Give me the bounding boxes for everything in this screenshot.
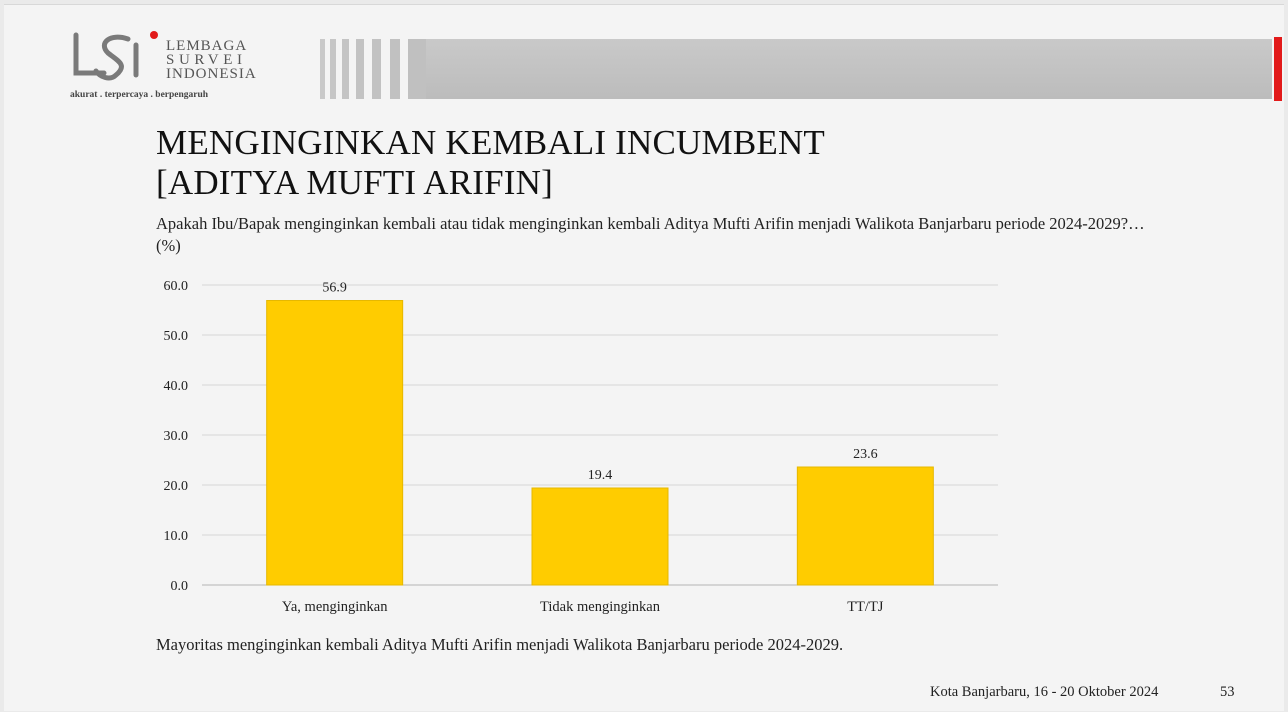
y-tick-label: 60.0 — [164, 279, 189, 294]
survey-question: Apakah Ibu/Bapak menginginkan kembali at… — [156, 214, 1145, 255]
x-category-label: Ya, menginginkan — [282, 599, 388, 615]
title-line-1: MENGINGINKAN KEMBALI INCUMBENT — [156, 123, 826, 162]
y-tick-label: 50.0 — [164, 329, 189, 344]
y-tick-label: 10.0 — [164, 529, 189, 544]
header-stripes — [316, 39, 426, 99]
footer-location-date: Kota Banjarbaru, 16 - 20 Oktober 2024 — [930, 684, 1159, 700]
chart-value-labels: 56.9 19.4 23.6 — [322, 281, 877, 484]
chart-x-labels: Ya, menginginkan Tidak menginginkan TT/TJ — [282, 599, 884, 615]
chart-bars — [266, 300, 934, 586]
y-tick-label: 20.0 — [164, 479, 189, 494]
bar-chart: 0.0 10.0 20.0 30.0 40.0 50.0 60.0 56.9 19.4 23.6… — [164, 279, 998, 615]
bar — [796, 466, 934, 586]
title-line-2: [ADITYA MUFTI ARIFIN] — [156, 163, 553, 202]
lsi-logo-icon — [73, 31, 158, 81]
bar-value-label: 23.6 — [853, 447, 878, 462]
bar-value-label: 56.9 — [322, 281, 347, 296]
page-title: MENGINGINKAN KEMBALI INCUMBENT [ADITYA M… — [156, 123, 1156, 203]
page-number: 53 — [1220, 684, 1235, 700]
x-category-label: TT/TJ — [847, 599, 884, 615]
logo-word-1: LEMBAGA — [166, 38, 248, 54]
lsi-logo: LEMBAGA SURVEI INDONESIA akurat . terper… — [70, 27, 280, 107]
x-category-label: Tidak menginginkan — [540, 599, 661, 615]
y-tick-label: 30.0 — [164, 429, 189, 444]
logo-word-3: INDONESIA — [166, 66, 257, 82]
bar-value-label: 19.4 — [588, 468, 613, 483]
chart-y-ticks: 0.0 10.0 20.0 30.0 40.0 50.0 60.0 — [164, 279, 189, 594]
bar — [266, 300, 404, 586]
logo-tagline: akurat . terpercaya . berpengaruh — [70, 90, 209, 100]
slide: LEMBAGA SURVEI INDONESIA akurat . terper… — [4, 4, 1284, 711]
bar — [531, 487, 669, 586]
red-accent-bar — [1274, 37, 1282, 101]
logo-word-2: SURVEI — [166, 52, 247, 68]
header-band — [316, 39, 1272, 99]
conclusion-text: Mayoritas menginginkan kembali Aditya Mu… — [156, 635, 844, 654]
y-tick-label: 0.0 — [171, 579, 189, 594]
y-tick-label: 40.0 — [164, 379, 189, 394]
